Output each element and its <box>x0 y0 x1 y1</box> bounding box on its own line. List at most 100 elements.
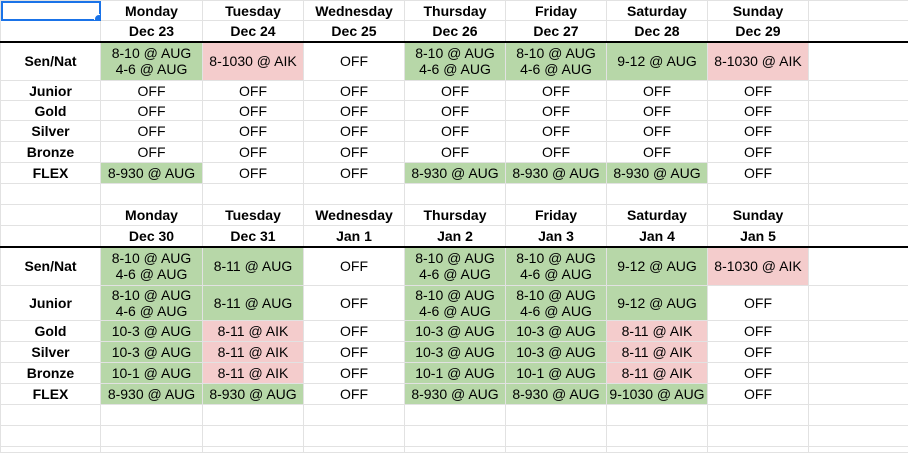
schedule-cell[interactable]: OFF <box>708 101 809 121</box>
empty-cell[interactable] <box>304 184 405 205</box>
schedule-cell[interactable]: OFF <box>506 121 607 142</box>
empty-cell[interactable] <box>809 142 908 163</box>
empty-cell[interactable] <box>203 405 304 426</box>
day-header[interactable]: Sunday <box>708 205 809 226</box>
schedule-cell[interactable]: 8-930 @ AUG <box>405 163 506 184</box>
empty-cell[interactable] <box>708 405 809 426</box>
schedule-cell[interactable]: OFF <box>405 121 506 142</box>
day-header[interactable]: Tuesday <box>203 205 304 226</box>
empty-cell[interactable] <box>708 426 809 447</box>
schedule-cell[interactable]: OFF <box>304 384 405 405</box>
schedule-cell[interactable]: 10-3 @ AUG <box>405 321 506 342</box>
day-header[interactable]: Monday <box>101 205 203 226</box>
schedule-cell[interactable]: OFF <box>405 142 506 163</box>
empty-cell[interactable] <box>203 184 304 205</box>
empty-cell[interactable] <box>809 426 908 447</box>
empty-cell[interactable] <box>809 184 908 205</box>
schedule-cell[interactable]: 8-930 @ AUG <box>405 384 506 405</box>
schedule-cell[interactable]: 10-1 @ AUG <box>506 363 607 384</box>
schedule-cell[interactable]: 8-930 @ AUG <box>101 384 203 405</box>
empty-cell[interactable] <box>405 426 506 447</box>
day-header[interactable]: Wednesday <box>304 205 405 226</box>
schedule-cell[interactable]: OFF <box>708 286 809 321</box>
schedule-cell[interactable]: OFF <box>304 142 405 163</box>
schedule-cell[interactable]: OFF <box>708 81 809 101</box>
date-header[interactable]: Dec 28 <box>607 21 708 42</box>
empty-cell[interactable] <box>809 342 908 363</box>
schedule-cell[interactable]: 8-10 @ AUG 4-6 @ AUG <box>101 286 203 321</box>
schedule-cell[interactable]: OFF <box>506 101 607 121</box>
schedule-cell[interactable]: OFF <box>607 121 708 142</box>
schedule-cell[interactable]: OFF <box>708 121 809 142</box>
empty-cell[interactable] <box>506 405 607 426</box>
group-label[interactable]: Sen/Nat <box>1 42 101 81</box>
schedule-cell[interactable]: 8-10 @ AUG 4-6 @ AUG <box>101 42 203 81</box>
schedule-cell[interactable]: OFF <box>607 142 708 163</box>
day-header[interactable]: Monday <box>101 1 203 21</box>
date-header[interactable]: Dec 26 <box>405 21 506 42</box>
empty-cell[interactable] <box>101 426 203 447</box>
empty-cell[interactable] <box>809 286 908 321</box>
empty-cell[interactable] <box>405 184 506 205</box>
empty-cell[interactable] <box>1 226 101 247</box>
schedule-cell[interactable]: OFF <box>708 342 809 363</box>
day-header[interactable]: Friday <box>506 1 607 21</box>
empty-cell[interactable] <box>304 405 405 426</box>
date-header[interactable]: Dec 27 <box>506 21 607 42</box>
empty-cell[interactable] <box>101 184 203 205</box>
date-header[interactable]: Dec 23 <box>101 21 203 42</box>
schedule-cell[interactable]: 8-1030 @ AIK <box>708 42 809 81</box>
schedule-cell[interactable]: OFF <box>708 163 809 184</box>
schedule-cell[interactable]: OFF <box>405 81 506 101</box>
schedule-cell[interactable]: 8-10 @ AUG 4-6 @ AUG <box>405 286 506 321</box>
schedule-cell[interactable]: OFF <box>304 247 405 286</box>
schedule-cell[interactable]: OFF <box>506 142 607 163</box>
day-header[interactable]: Saturday <box>607 1 708 21</box>
schedule-cell[interactable]: OFF <box>203 101 304 121</box>
group-label[interactable]: FLEX <box>1 384 101 405</box>
empty-cell[interactable] <box>506 426 607 447</box>
schedule-cell[interactable]: OFF <box>203 121 304 142</box>
schedule-cell[interactable]: OFF <box>708 142 809 163</box>
schedule-cell[interactable]: 8-11 @ AIK <box>607 363 708 384</box>
schedule-cell[interactable]: OFF <box>304 321 405 342</box>
empty-cell[interactable] <box>809 21 908 42</box>
empty-cell[interactable] <box>203 426 304 447</box>
schedule-cell[interactable]: 8-930 @ AUG <box>101 163 203 184</box>
empty-cell[interactable] <box>809 405 908 426</box>
schedule-cell[interactable]: 8-1030 @ AIK <box>203 42 304 81</box>
schedule-cell[interactable]: OFF <box>405 101 506 121</box>
schedule-cell[interactable]: 8-1030 @ AIK <box>708 247 809 286</box>
empty-cell[interactable] <box>607 184 708 205</box>
group-label[interactable]: Silver <box>1 121 101 142</box>
date-header[interactable]: Jan 5 <box>708 226 809 247</box>
schedule-cell[interactable]: OFF <box>708 384 809 405</box>
empty-cell[interactable] <box>809 363 908 384</box>
schedule-cell[interactable]: OFF <box>101 142 203 163</box>
day-header[interactable]: Saturday <box>607 205 708 226</box>
empty-cell[interactable] <box>809 384 908 405</box>
schedule-cell[interactable]: OFF <box>101 81 203 101</box>
schedule-cell[interactable]: 9-12 @ AUG <box>607 286 708 321</box>
empty-cell[interactable] <box>1 21 101 42</box>
group-label[interactable]: Silver <box>1 342 101 363</box>
date-header[interactable]: Dec 29 <box>708 21 809 42</box>
empty-cell[interactable] <box>809 101 908 121</box>
schedule-cell[interactable]: OFF <box>304 121 405 142</box>
date-header[interactable]: Jan 1 <box>304 226 405 247</box>
schedule-cell[interactable]: OFF <box>304 81 405 101</box>
empty-cell[interactable] <box>101 405 203 426</box>
empty-cell[interactable] <box>1 426 101 447</box>
empty-cell[interactable] <box>607 426 708 447</box>
group-label[interactable]: Bronze <box>1 142 101 163</box>
selected-cell[interactable] <box>1 1 101 21</box>
empty-cell[interactable] <box>1 405 101 426</box>
schedule-cell[interactable]: OFF <box>203 142 304 163</box>
schedule-cell[interactable]: OFF <box>607 101 708 121</box>
group-label[interactable]: FLEX <box>1 163 101 184</box>
schedule-cell[interactable]: OFF <box>101 121 203 142</box>
date-header[interactable]: Jan 3 <box>506 226 607 247</box>
group-label[interactable]: Junior <box>1 286 101 321</box>
date-header[interactable]: Jan 4 <box>607 226 708 247</box>
